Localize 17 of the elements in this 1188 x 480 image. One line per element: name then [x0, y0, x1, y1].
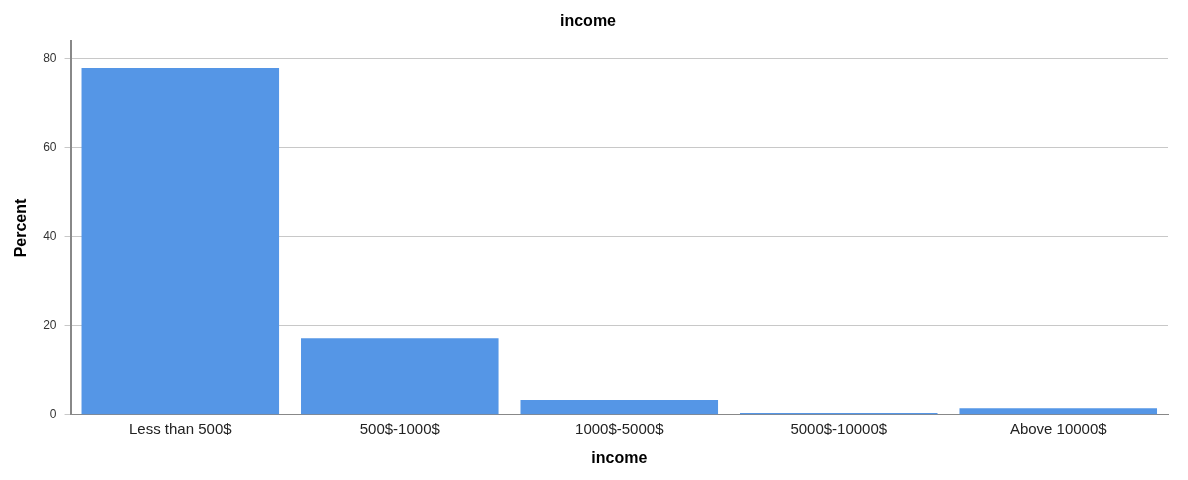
y-tick-label: 80	[43, 51, 57, 66]
y-tick-label: 60	[43, 140, 57, 155]
x-tick-label: Above 10000$	[1009, 419, 1108, 437]
y-tick-label: 40	[43, 229, 57, 244]
x-tick-label: 5000$-10000$	[790, 419, 888, 437]
x-tick-label: 1000$-5000$	[575, 419, 665, 437]
y-axis-title: Percent	[12, 197, 30, 258]
x-tick-label: Less than 500$	[129, 419, 233, 437]
bar	[520, 400, 719, 415]
bar	[81, 67, 280, 415]
y-tick-label: 0	[49, 407, 57, 422]
x-axis-title: income	[591, 448, 648, 466]
bar	[301, 338, 499, 415]
chart-title: income	[559, 12, 617, 30]
x-tick-label: 500$-1000$	[359, 419, 441, 437]
bar	[959, 408, 1158, 415]
y-tick-label: 20	[43, 318, 57, 333]
